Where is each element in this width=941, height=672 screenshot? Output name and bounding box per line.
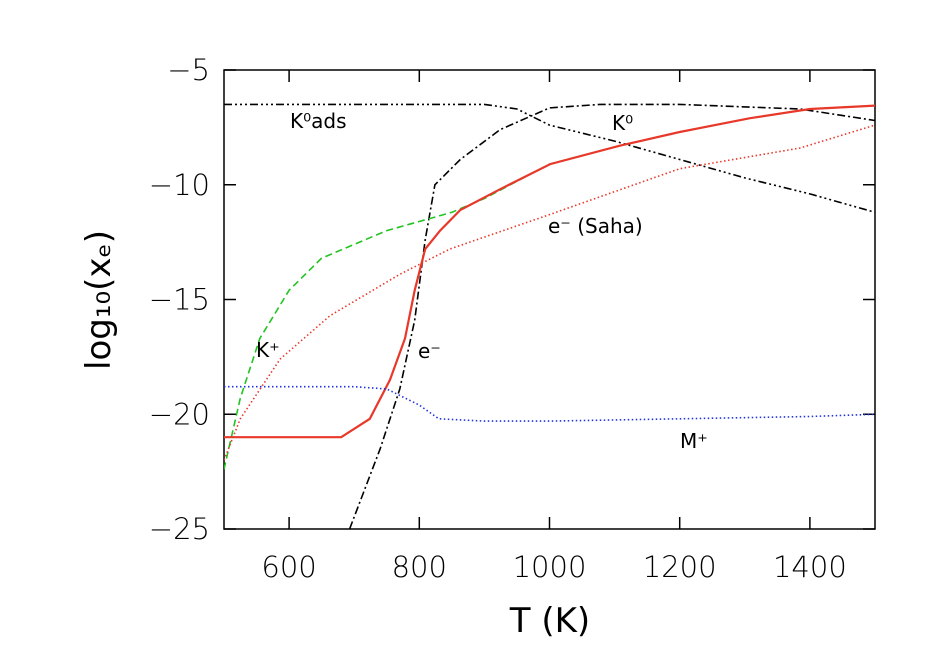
- series-label: e⁻: [418, 339, 441, 363]
- y-tick-label: −20: [149, 397, 210, 431]
- series-label: K⁰: [612, 111, 633, 135]
- series-line: [224, 104, 875, 439]
- plot-frame: [223, 69, 876, 530]
- x-tick-label: 1400: [773, 550, 847, 584]
- x-tick-label: 800: [392, 550, 447, 584]
- x-tick-label: 600: [261, 550, 316, 584]
- x-axis-label: T (K): [509, 601, 590, 641]
- y-tick-label: −10: [149, 168, 210, 202]
- x-tick-label: 1000: [513, 550, 587, 584]
- y-tick-label: −5: [167, 53, 210, 87]
- series-line: [224, 104, 875, 470]
- y-tick-label: −25: [149, 512, 210, 546]
- series-line: [224, 124, 875, 461]
- y-axis-label: log₁₀(xₑ): [79, 230, 119, 370]
- series-label: M⁺: [680, 429, 708, 453]
- series-label: K⁰ads: [290, 109, 347, 133]
- y-tick-label: −15: [149, 283, 210, 317]
- series-label: e⁻ (Saha): [548, 214, 643, 238]
- series-line: [224, 385, 875, 422]
- series-line: [348, 103, 875, 529]
- series-label: K⁺: [256, 338, 280, 362]
- x-tick-label: 1200: [643, 550, 717, 584]
